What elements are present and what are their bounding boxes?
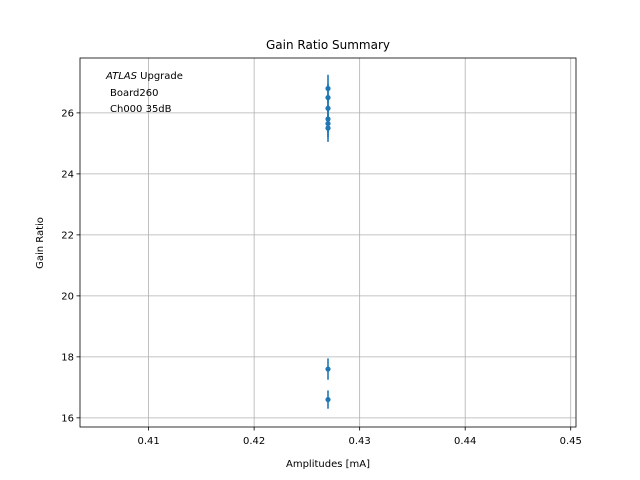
- x-axis-ticks: 0.41 0.42 0.43 0.44 0.45: [137, 427, 582, 447]
- y-tick-label: 16: [61, 413, 74, 424]
- data-markers: [325, 74, 331, 409]
- annotation-line-3: Ch000 35dB: [110, 104, 172, 115]
- data-point: [325, 116, 331, 122]
- data-point: [325, 105, 331, 111]
- x-tick-label: 0.41: [137, 436, 159, 447]
- data-point: [325, 85, 331, 92]
- plot-frame: [79, 57, 577, 428]
- data-point: [325, 125, 331, 131]
- y-tick-label: 20: [61, 291, 74, 302]
- annotation-line-1: ATLAS Upgrade: [105, 71, 183, 82]
- data-point: [325, 120, 331, 127]
- y-axis-title: Gain Ratio: [35, 217, 46, 269]
- annotation-atlas: ATLAS: [105, 71, 138, 82]
- data-point: [325, 95, 331, 101]
- data-point: [325, 396, 331, 403]
- data-point: [325, 366, 331, 372]
- x-axis-title: Amplitudes [mA]: [286, 459, 370, 470]
- x-tick-label: 0.45: [560, 436, 582, 447]
- chart-title: Gain Ratio Summary: [266, 38, 390, 52]
- y-tick-label: 18: [61, 352, 74, 363]
- annotation-upgrade: Upgrade: [137, 71, 183, 82]
- y-tick-label: 26: [61, 108, 74, 119]
- grid-lines: [80, 58, 576, 427]
- y-axis-ticks: 16 18 20 22 24 26: [61, 108, 80, 424]
- y-tick-label: 24: [61, 169, 74, 180]
- y-tick-label: 22: [61, 230, 74, 241]
- x-tick-label: 0.44: [454, 436, 476, 447]
- annotation-box: ATLAS Upgrade Board260 Ch000 35dB: [105, 71, 183, 115]
- x-tick-label: 0.43: [349, 436, 371, 447]
- x-tick-label: 0.42: [243, 436, 265, 447]
- annotation-line-2: Board260: [110, 88, 158, 99]
